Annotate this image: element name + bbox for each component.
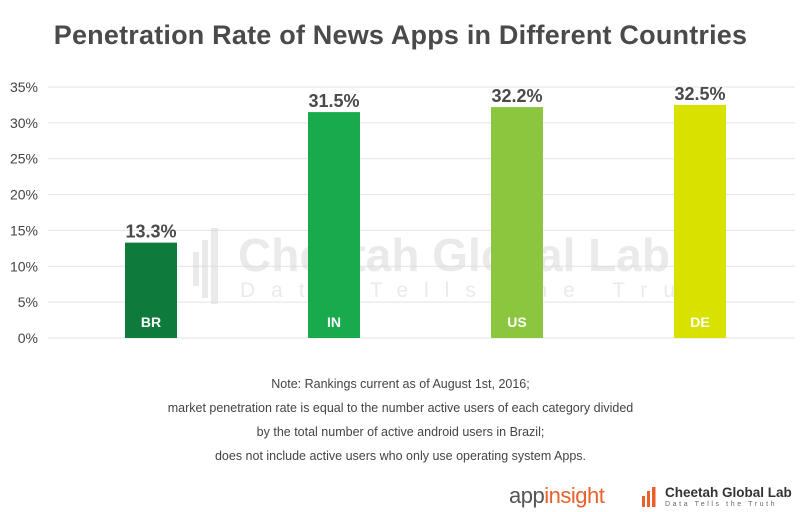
bar-group-us: 32.2% US xyxy=(491,86,543,338)
note-line: market penetration rate is equal to the … xyxy=(167,401,634,415)
bar-value-label: 32.5% xyxy=(674,84,725,104)
bar-value-label: 32.2% xyxy=(491,86,542,106)
cheetah-logo-icon xyxy=(642,487,656,507)
bar-category-label: IN xyxy=(327,314,341,330)
y-tick-label: 0% xyxy=(18,330,38,346)
bars: 13.3% BR 31.5% IN 32.2% US 32.5% DE xyxy=(125,84,726,338)
appinsight-logo: appinsight xyxy=(509,483,605,509)
note-line: Note: Rankings current as of August 1st,… xyxy=(271,377,530,391)
watermark-name: Cheetah Global Lab xyxy=(238,229,670,281)
appinsight-logo-prefix: app xyxy=(509,483,545,508)
cheetah-logo-name: Cheetah Global Lab xyxy=(665,485,792,500)
y-tick-label: 30% xyxy=(10,115,38,131)
cheetah-logo-tagline: Data Tells the Truth xyxy=(665,501,778,508)
bar-category-label: US xyxy=(507,314,526,330)
watermark-tagline: Data Tells the Truth xyxy=(240,279,741,302)
note-line: by the total number of active android us… xyxy=(256,425,545,439)
bar-group-in: 31.5% IN xyxy=(308,91,360,338)
bar-br xyxy=(125,242,177,338)
cheetah-global-lab-logo: Cheetah Global Lab Data Tells the Truth xyxy=(641,485,801,511)
bar-chart: 0% 5% 10% 15% 20% 25% 30% 35% Cheetah Global La… xyxy=(10,79,795,346)
bar-group-br: 13.3% BR xyxy=(125,222,177,338)
y-tick-label: 35% xyxy=(10,79,38,95)
bar-category-label: BR xyxy=(141,314,161,330)
appinsight-logo-suffix: insight xyxy=(544,483,605,508)
y-axis-tick-labels: 0% 5% 10% 15% 20% 25% 30% 35% xyxy=(10,79,38,346)
y-tick-label: 15% xyxy=(10,222,38,238)
bar-us xyxy=(491,107,543,338)
bar-value-label: 31.5% xyxy=(308,91,359,111)
bar-value-label: 13.3% xyxy=(125,222,176,242)
y-tick-label: 25% xyxy=(10,151,38,167)
note-line: does not include active users who only u… xyxy=(214,449,587,463)
y-tick-label: 10% xyxy=(10,258,38,274)
watermark: Cheetah Global Lab Data Tells the Truth xyxy=(193,228,741,304)
y-tick-label: 5% xyxy=(18,294,38,310)
watermark-logo-icon xyxy=(193,228,218,304)
bar-group-de: 32.5% DE xyxy=(674,84,726,338)
chart-notes: Note: Rankings current as of August 1st,… xyxy=(0,372,801,468)
chart-title: Penetration Rate of News Apps in Differe… xyxy=(53,20,748,50)
y-tick-label: 20% xyxy=(10,187,38,203)
bar-category-label: DE xyxy=(690,314,709,330)
bar-de xyxy=(674,104,726,338)
bar-in xyxy=(308,112,360,338)
